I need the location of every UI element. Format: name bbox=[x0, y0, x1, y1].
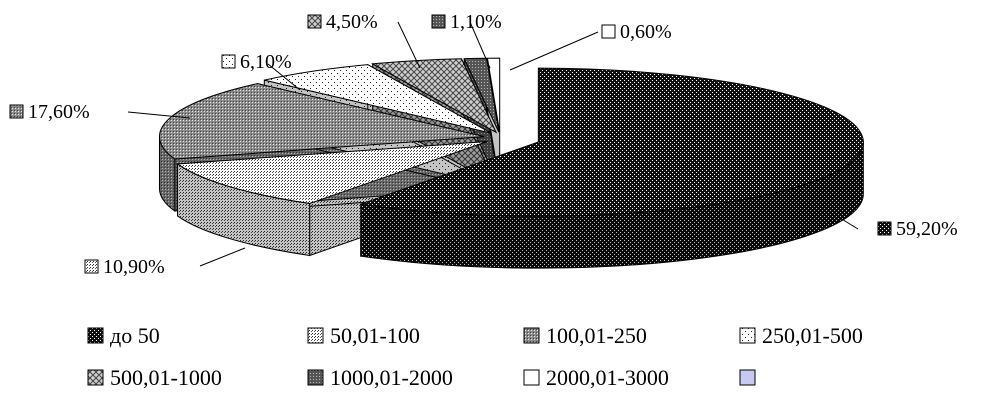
data-label-swatch-0 bbox=[877, 221, 892, 236]
legend-label-5: 1000,01-2000 bbox=[330, 365, 453, 390]
legend-swatch-3 bbox=[739, 327, 756, 344]
legend-swatch-1 bbox=[307, 327, 324, 344]
pie-slice-3 bbox=[264, 64, 492, 134]
legend-label-4: 500,01-1000 bbox=[110, 365, 222, 390]
legend-label-3: 250,01-500 bbox=[762, 323, 863, 348]
leader-line-1 bbox=[199, 247, 246, 267]
legend-swatch-6 bbox=[523, 369, 540, 386]
legend-swatch-0 bbox=[87, 327, 104, 344]
legend-label-0: до 50 bbox=[110, 323, 160, 348]
pie-slice-6 bbox=[486, 57, 501, 133]
leader-line-4 bbox=[397, 21, 421, 69]
pie-slice-2 bbox=[159, 83, 485, 160]
data-labels: 59,20% 10,90% 17,60% 6,10% 4,50% 1,10% 0,60% bbox=[9, 11, 958, 278]
legend-label-6: 2000,01-3000 bbox=[546, 365, 669, 390]
data-label-3: 6,10% bbox=[240, 51, 292, 73]
data-label-6: 0,60% bbox=[620, 21, 672, 43]
pie-tops bbox=[159, 57, 864, 217]
leader-line-5 bbox=[469, 21, 491, 69]
data-label-4: 4,50% bbox=[326, 11, 378, 33]
data-label-swatch-4 bbox=[307, 14, 322, 29]
leader-line-6 bbox=[509, 31, 599, 71]
data-label-swatch-5 bbox=[431, 14, 446, 29]
data-label-swatch-3 bbox=[221, 54, 236, 69]
legend-swatch-2 bbox=[523, 327, 540, 344]
data-label-1: 10,90% bbox=[103, 256, 165, 278]
data-label-2: 17,60% bbox=[28, 101, 90, 123]
legend-swatch-4 bbox=[87, 369, 104, 386]
pie-slice-5 bbox=[463, 57, 500, 133]
leader-line-2 bbox=[127, 111, 191, 119]
data-label-swatch-1 bbox=[84, 259, 99, 274]
legend-swatch-7 bbox=[739, 369, 756, 386]
legend-label-1: 50,01-100 bbox=[330, 323, 420, 348]
leader-line-0 bbox=[839, 217, 859, 230]
legend: до 50 50,01-100 100,01-250 250,01-500 500,01… bbox=[87, 323, 863, 390]
pie-slice-1 bbox=[176, 141, 488, 205]
legend-swatch-5 bbox=[307, 369, 324, 386]
data-label-swatch-6 bbox=[601, 24, 616, 39]
data-label-5: 1,10% bbox=[450, 11, 502, 33]
legend-label-2: 100,01-250 bbox=[546, 323, 647, 348]
pie-slice-0 bbox=[360, 67, 864, 217]
data-label-0: 59,20% bbox=[896, 218, 958, 240]
data-label-swatch-2 bbox=[9, 104, 24, 119]
leader-line-3 bbox=[267, 63, 301, 91]
